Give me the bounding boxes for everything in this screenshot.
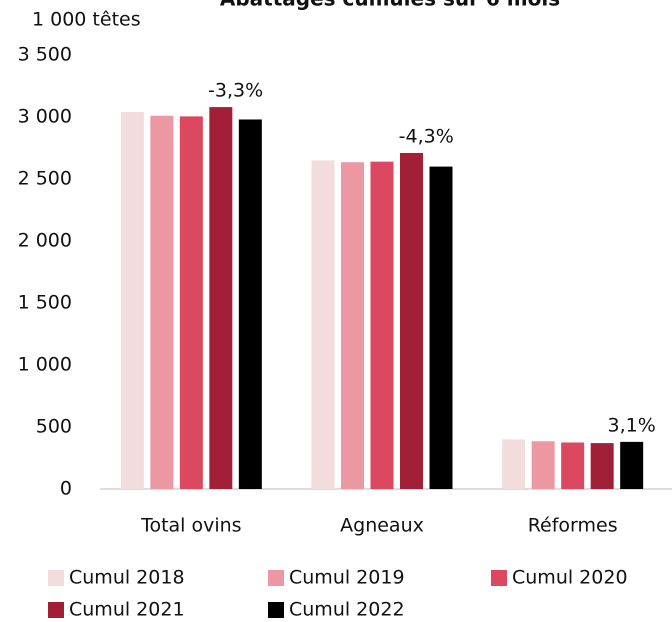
bar [531, 441, 555, 489]
annotation: 3,1% [608, 414, 656, 436]
x-tick-label: Agneaux [340, 515, 424, 537]
legend-swatch [491, 570, 507, 586]
bar [120, 112, 144, 489]
bar [502, 439, 526, 489]
chart-title: Abattages cumulés sur 6 mois [220, 0, 560, 11]
bar [561, 442, 585, 489]
legend-label: Cumul 2021 [69, 599, 185, 621]
y-axis-label: 1 000 têtes [32, 9, 141, 31]
legend-label: Cumul 2020 [512, 567, 628, 589]
bar [311, 160, 335, 489]
bar [370, 161, 394, 489]
y-tick-label: 3 000 [18, 106, 72, 128]
bar [150, 115, 174, 489]
bar [341, 162, 364, 489]
y-tick-label: 3 500 [18, 44, 72, 66]
y-tick-label: 1 500 [18, 292, 72, 314]
legend-swatch [268, 602, 284, 618]
legend-swatch [48, 602, 64, 618]
annotation: -4,3% [399, 125, 454, 147]
legend-label: Cumul 2018 [69, 567, 185, 589]
annotation: -3,3% [208, 80, 263, 102]
x-tick-label: Total ovins [140, 515, 242, 537]
bar [400, 152, 423, 489]
y-tick-label: 2 000 [18, 230, 72, 252]
legend-label: Cumul 2019 [289, 567, 405, 589]
legend-swatch [268, 570, 284, 586]
x-tick-label: Réformes [528, 515, 618, 537]
bar [429, 166, 453, 489]
bar [238, 119, 262, 489]
legend-label: Cumul 2022 [289, 599, 405, 621]
y-tick-label: 0 [60, 478, 72, 500]
y-tick-label: 1 000 [18, 354, 72, 376]
bar [179, 116, 203, 489]
bar [590, 443, 614, 489]
bar [620, 441, 644, 489]
y-tick-label: 2 500 [18, 168, 72, 190]
bar [209, 107, 233, 489]
y-tick-label: 500 [36, 416, 72, 438]
legend-swatch [48, 570, 64, 586]
